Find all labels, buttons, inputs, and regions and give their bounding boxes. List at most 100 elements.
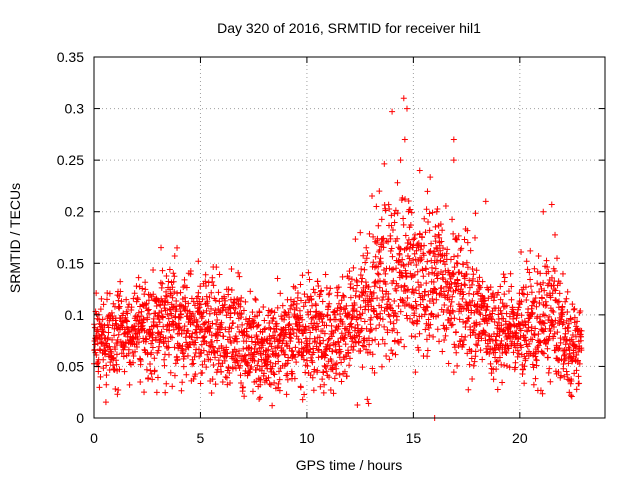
data-point — [300, 303, 307, 310]
data-point — [369, 337, 376, 344]
data-point — [484, 303, 491, 310]
data-point — [221, 301, 228, 308]
data-point — [311, 289, 318, 296]
data-point — [353, 308, 360, 315]
data-point — [532, 375, 539, 382]
data-point — [160, 323, 167, 330]
data-point — [116, 293, 123, 300]
data-point — [272, 328, 279, 335]
data-point — [439, 227, 446, 234]
data-point — [578, 333, 585, 340]
data-point — [503, 310, 510, 317]
data-point — [400, 95, 407, 102]
data-point — [556, 290, 563, 297]
data-point — [305, 269, 312, 276]
x-tick-label: 15 — [406, 430, 422, 446]
data-point — [478, 335, 485, 342]
data-point — [322, 352, 329, 359]
data-point — [133, 283, 140, 290]
data-point — [140, 302, 147, 309]
data-point — [434, 206, 441, 213]
data-point — [464, 227, 471, 234]
data-point — [529, 309, 536, 316]
data-point — [232, 305, 239, 312]
data-point — [508, 283, 515, 290]
data-point — [426, 248, 433, 255]
data-point — [412, 287, 419, 294]
data-point — [104, 336, 111, 343]
data-point — [288, 335, 295, 342]
data-point — [290, 301, 297, 308]
data-point — [143, 336, 150, 343]
data-point — [565, 354, 572, 361]
data-point — [426, 210, 433, 217]
data-point — [380, 244, 387, 251]
data-point — [527, 276, 534, 283]
data-point — [400, 262, 407, 269]
data-point — [296, 349, 303, 356]
data-point — [103, 381, 110, 388]
data-point — [429, 209, 436, 216]
data-point — [123, 317, 130, 324]
data-point — [464, 350, 471, 357]
data-point — [289, 348, 296, 355]
data-point — [236, 347, 243, 354]
data-point — [454, 252, 461, 259]
data-point — [477, 284, 484, 291]
data-point — [469, 375, 476, 382]
data-point — [518, 312, 525, 319]
data-point — [98, 295, 105, 302]
data-point — [452, 287, 459, 294]
data-point — [436, 242, 443, 249]
data-point — [393, 313, 400, 320]
data-point — [277, 290, 284, 297]
data-point — [463, 271, 470, 278]
data-point — [567, 392, 574, 399]
data-point — [526, 269, 533, 276]
data-point — [563, 368, 570, 375]
data-point — [465, 315, 472, 322]
data-point — [413, 302, 420, 309]
data-point — [456, 316, 463, 323]
data-point — [147, 360, 154, 367]
data-point — [385, 296, 392, 303]
data-point — [543, 257, 550, 264]
data-point — [434, 270, 441, 277]
data-point — [121, 344, 128, 351]
data-point — [332, 316, 339, 323]
data-point — [274, 275, 281, 282]
data-point — [343, 373, 350, 380]
data-point — [382, 280, 389, 287]
data-point — [300, 330, 307, 337]
data-point — [209, 376, 216, 383]
data-point — [415, 347, 422, 354]
data-point — [160, 313, 167, 320]
data-point — [367, 321, 374, 328]
data-point — [269, 363, 276, 370]
data-point — [467, 247, 474, 254]
data-point — [344, 326, 351, 333]
data-point — [399, 256, 406, 263]
data-point — [363, 325, 370, 332]
data-point — [495, 289, 502, 296]
data-point — [165, 315, 172, 322]
data-point — [385, 290, 392, 297]
data-point — [554, 329, 561, 336]
data-point — [410, 320, 417, 327]
y-tick-label: 0 — [76, 410, 84, 426]
data-point — [227, 379, 234, 386]
data-point — [340, 306, 347, 313]
data-point — [225, 309, 232, 316]
data-point — [532, 325, 539, 332]
data-point — [409, 286, 416, 293]
data-point — [307, 346, 314, 353]
data-point — [274, 344, 281, 351]
data-point — [253, 366, 260, 373]
data-point — [134, 296, 141, 303]
data-point — [296, 322, 303, 329]
data-point — [117, 288, 124, 295]
data-point — [570, 306, 577, 313]
data-point — [528, 289, 535, 296]
data-point — [469, 266, 476, 273]
